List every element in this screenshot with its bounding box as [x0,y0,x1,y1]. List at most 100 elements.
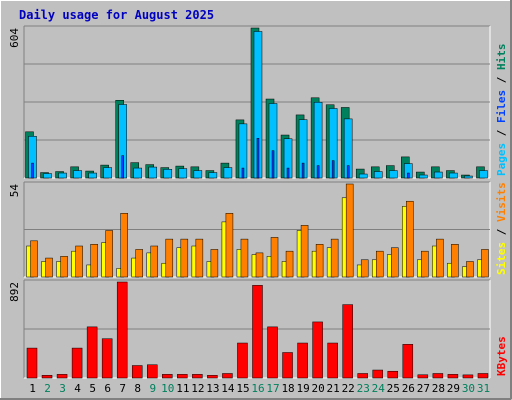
bar-pages-day-17 [271,150,275,179]
bar-kbytes-day-28 [432,373,444,379]
bar-kbytes-day-14 [222,373,233,379]
legend-item-visits: Visits [495,182,508,222]
bar-kbytes-day-13 [207,375,218,379]
bar-kbytes-day-21 [327,342,338,379]
legend-separator: / [495,222,508,242]
bar-files-day-13 [208,172,218,179]
bar-kbytes-day-18 [282,352,293,379]
bar-files-day-29 [449,172,458,179]
bar-visits-day-28 [436,238,444,278]
legend-item-hits: Hits [495,44,508,71]
bar-kbytes-day-10 [162,374,173,379]
x-tick-label: 29 [447,382,460,395]
y-max-label: 604 [8,28,21,48]
bar-visits-day-12 [195,238,204,278]
bar-pages-day-7 [121,155,124,179]
x-tick-label: 26 [402,382,415,395]
bar-kbytes-day-4 [71,347,83,379]
y-max-label: 892 [8,282,21,302]
bar-visits-day-17 [270,237,279,278]
x-tick-label: 30 [462,382,475,395]
bar-pages-day-15 [241,167,245,179]
x-tick-label: 5 [89,382,96,395]
bar-files-day-12 [193,170,203,179]
legend-separator: / [495,70,508,90]
x-tick-label: 17 [266,382,279,395]
bar-visits-day-10 [165,238,174,278]
bar-visits-day-22 [345,183,354,278]
bar-kbytes-day-3 [56,374,68,379]
bar-kbytes-day-5 [86,326,98,379]
bar-files-day-6 [103,167,112,179]
x-tick-label: 23 [357,382,370,395]
bar-kbytes-day-1 [26,347,38,379]
legend-hits-files-pages: Pages / Files / Hits [495,44,508,177]
bar-kbytes-day-17 [267,326,278,379]
x-tick-label: 6 [104,382,111,395]
bar-visits-day-7 [120,213,128,278]
chart-title: Daily usage for August 2025 [19,8,214,22]
bar-kbytes-day-29 [447,374,459,379]
x-tick-label: 11 [176,382,189,395]
bar-kbytes-day-25 [387,370,399,379]
bar-pages-day-26 [407,172,410,179]
x-tick-label: 3 [59,382,66,395]
bar-files-day-4 [73,170,82,179]
bar-kbytes-day-20 [312,321,323,379]
bar-kbytes-day-27 [417,374,429,379]
x-tick-label: 4 [74,382,81,395]
bar-pages-day-20 [316,165,320,179]
x-tick-label: 31 [477,382,490,395]
bar-visits-day-20 [315,244,324,278]
y-max-label: 54 [8,184,21,198]
x-tick-label: 19 [296,382,309,395]
bar-visits-day-14 [225,213,234,278]
bar-visits-day-2 [45,257,53,278]
bar-files-day-27 [419,174,428,179]
bar-kbytes-day-6 [101,338,113,379]
x-tick-label: 8 [134,382,141,395]
bar-pages-day-19 [301,162,305,179]
bar-kbytes-day-7 [116,281,128,379]
bar-kbytes-day-2 [41,375,53,379]
bar-kbytes-day-15 [237,342,248,379]
bar-pages-day-16 [256,138,260,179]
bar-files-day-23 [358,173,368,179]
bar-files-day-9 [148,166,158,179]
x-tick-label: 21 [327,382,340,395]
bar-visits-day-16 [255,252,264,278]
x-tick-label: 22 [342,382,355,395]
x-tick-label: 7 [119,382,126,395]
bar-visits-day-21 [330,238,339,278]
bar-files-day-28 [434,171,443,179]
bar-kbytes-day-12 [192,374,203,379]
bar-kbytes-day-24 [372,369,383,379]
bar-files-day-3 [58,172,67,179]
bar-visits-day-19 [300,225,309,278]
x-tick-label: 9 [149,382,156,395]
bar-files-day-25 [389,170,398,179]
bar-visits-day-1 [30,240,38,278]
bar-files-day-24 [373,171,383,179]
x-tick-label: 20 [312,382,325,395]
x-tick-label: 27 [417,382,430,395]
bar-kbytes-day-23 [357,373,368,379]
bar-visits-day-18 [285,250,294,278]
legend-kbytes: KBytes [495,336,508,376]
x-tick-label: 16 [251,382,264,395]
bar-visits-day-4 [75,245,83,278]
bar-kbytes-day-11 [177,374,188,379]
bar-visits-day-5 [90,244,98,278]
x-tick-label: 12 [191,382,204,395]
x-tick-label: 24 [372,382,386,395]
legend-item-kbytes: KBytes [495,336,508,376]
x-tick-label: 1 [29,382,36,395]
bar-visits-day-24 [375,250,384,278]
bar-visits-day-31 [481,249,489,278]
bar-kbytes-day-30 [462,374,474,379]
bar-kbytes-day-26 [402,344,414,379]
bar-visits-day-3 [60,256,68,278]
bar-files-day-10 [163,169,173,179]
bar-visits-day-23 [360,259,369,278]
